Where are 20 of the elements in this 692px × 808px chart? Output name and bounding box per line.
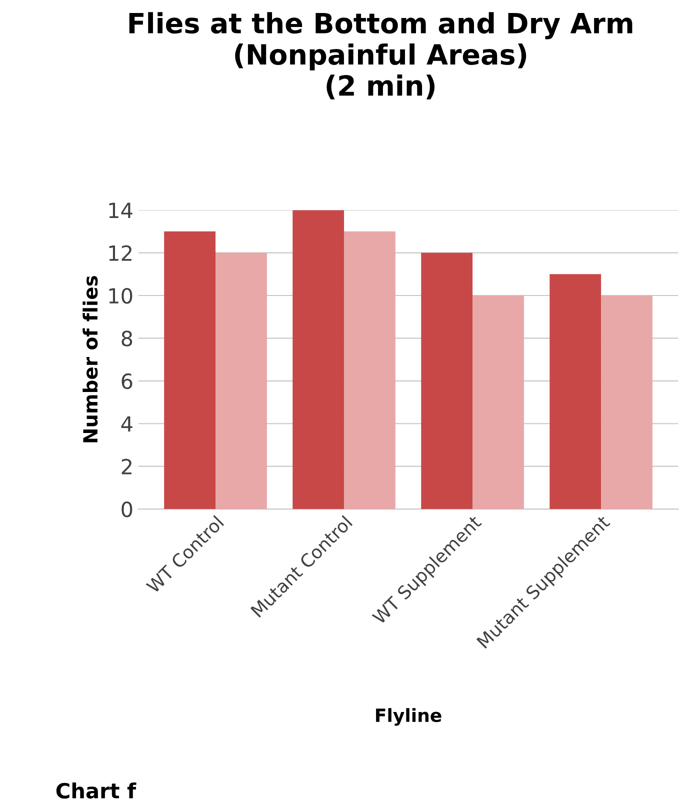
y-tick-label: 0 <box>122 501 132 518</box>
bar <box>216 252 267 510</box>
text: Chart f <box>56 782 136 799</box>
y-tick-label: 6 <box>122 373 132 390</box>
bar <box>164 231 216 510</box>
bar <box>601 295 652 510</box>
x-axis-title: Flyline <box>376 708 442 726</box>
bar <box>472 295 524 510</box>
y-tick-label: 4 <box>121 416 132 432</box>
chart-title: Flies at the Bottom and Dry Arm (Nonpainful Areas) (2 min) <box>129 12 632 100</box>
y-axis-title: Number of flies <box>82 276 98 442</box>
bar <box>421 252 473 510</box>
y-tick-label: 8 <box>122 330 132 346</box>
y-tick-label: 12 <box>109 245 132 261</box>
y-tick-label: 10 <box>109 288 132 304</box>
bar <box>344 231 396 510</box>
bar <box>550 274 602 510</box>
y-tick-label: 2 <box>122 458 132 474</box>
y-tick-label: 14 <box>109 202 132 218</box>
bar <box>292 210 344 510</box>
